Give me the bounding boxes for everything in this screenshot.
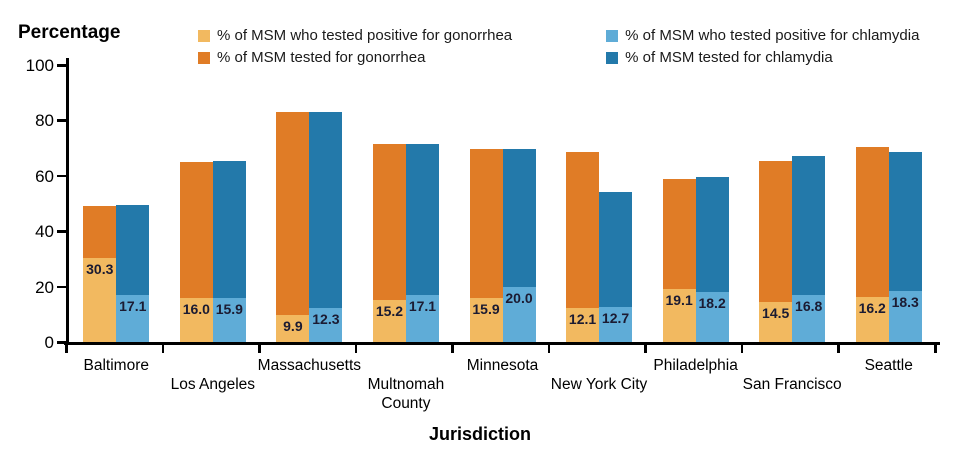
value-label-chlamydia-positive: 15.9 (215, 300, 243, 317)
value-label-gonorrhea-positive: 30.3 (86, 261, 114, 278)
y-tick-mark (57, 230, 66, 233)
bar-gonorrhea-positive (469, 297, 503, 342)
legend-item: % of MSM tested for gonorrhea (198, 49, 512, 67)
x-tick-mark (354, 345, 358, 353)
x-tick-label: Minnesota (466, 357, 539, 374)
bar-chlamydia-positive (502, 286, 536, 342)
x-tick-mark (740, 345, 744, 353)
x-tick-label: Massachusetts (257, 357, 362, 374)
y-tick-label: 40 (35, 222, 54, 242)
value-label-gonorrhea-positive: 15.2 (375, 302, 404, 319)
value-label-chlamydia-positive: 16.8 (795, 298, 823, 315)
legend-column: % of MSM who tested positive for gonorrh… (198, 27, 512, 67)
y-tick-label: 0 (44, 333, 54, 352)
x-tick-label: Baltimore (83, 357, 149, 374)
value-label-chlamydia-positive: 12.7 (601, 309, 630, 326)
x-tick-mark (451, 345, 454, 353)
value-label-gonorrhea-positive: 9.9 (283, 317, 303, 334)
gonorrhea-positive-swatch-icon (198, 30, 210, 42)
y-tick-label: 100 (25, 56, 54, 75)
y-tick-mark (57, 341, 66, 344)
x-axis-line (64, 342, 940, 345)
bar-chlamydia-positive (599, 306, 633, 342)
bar-chlamydia-positive (792, 295, 826, 342)
x-tick-mark (65, 345, 68, 353)
value-label-chlamydia-positive: 18.3 (891, 294, 919, 311)
legend-label: % of MSM tested for chlamydia (625, 49, 833, 66)
x-tick-label: Multnomah County (367, 376, 445, 413)
value-label-gonorrhea-positive: 14.5 (762, 304, 790, 321)
value-label-chlamydia-positive: 17.1 (408, 297, 437, 314)
bar-gonorrhea-positive (566, 308, 600, 342)
legend-label: % of MSM tested for gonorrhea (217, 49, 426, 66)
x-tick-mark (934, 345, 937, 353)
y-axis-line (66, 58, 69, 344)
legend-column: % of MSM who tested positive for chlamyd… (606, 27, 919, 67)
x-tick-label: San Francisco (742, 376, 842, 393)
x-tick-mark (547, 345, 551, 353)
value-label-chlamydia-positive: 12.3 (312, 310, 340, 327)
bar-chlamydia-positive (695, 291, 729, 342)
x-tick-mark (161, 345, 165, 353)
y-tick-label: 80 (35, 111, 54, 131)
y-tick-mark (57, 285, 66, 289)
x-tick-label: Seattle (864, 357, 913, 374)
chart-legend: % of MSM who tested positive for gonorrh… (198, 27, 938, 67)
value-label-gonorrhea-positive: 19.1 (665, 292, 693, 309)
value-label-gonorrhea-positive: 16.2 (858, 300, 886, 317)
x-tick-label: Los Angeles (170, 376, 256, 393)
chlamydia-positive-swatch-icon (606, 30, 619, 42)
bar-gonorrhea-positive (662, 289, 696, 342)
y-tick-mark (57, 64, 66, 67)
value-label-chlamydia-positive: 17.1 (119, 297, 147, 314)
value-label-gonorrhea-positive: 12.1 (568, 311, 597, 328)
bar-chlamydia-positive (888, 291, 922, 342)
legend-item: % of MSM who tested positive for gonorrh… (198, 27, 512, 45)
legend-item: % of MSM tested for chlamydia (606, 49, 919, 67)
bar-gonorrhea-positive (83, 258, 117, 342)
x-tick-mark (258, 345, 261, 353)
x-tick-label: Philadelphia (653, 357, 738, 374)
y-tick-mark (57, 119, 66, 122)
value-label-gonorrhea-positive: 16.0 (182, 300, 210, 317)
x-axis-title: Jurisdiction (428, 424, 531, 444)
legend-label: % of MSM who tested positive for gonorrh… (217, 27, 513, 44)
y-axis-title: Percentage (18, 22, 121, 43)
bar-chlamydia-positive (309, 307, 343, 342)
value-label-gonorrhea-positive: 15.9 (472, 300, 500, 317)
legend-label: % of MSM who tested positive for chlamyd… (625, 27, 920, 44)
bar-gonorrhea-positive (855, 297, 889, 342)
gonorrhea-tested-swatch-icon (198, 52, 210, 64)
bar-gonorrhea-positive (759, 301, 793, 342)
bar-chlamydia-positive (212, 297, 246, 342)
y-tick-label: 20 (35, 277, 54, 297)
legend-item: % of MSM who tested positive for chlamyd… (606, 27, 919, 45)
chlamydia-tested-swatch-icon (606, 52, 619, 64)
bar-gonorrhea-positive (372, 299, 406, 342)
bar-gonorrhea-positive (276, 314, 310, 342)
y-tick-label: 60 (35, 166, 54, 186)
bar-gonorrhea-positive (179, 297, 213, 342)
value-label-chlamydia-positive: 18.2 (698, 294, 726, 311)
x-tick-mark (644, 345, 647, 353)
bar-chlamydia-tested (309, 112, 343, 342)
y-tick-mark (57, 174, 66, 178)
x-tick-mark (837, 345, 840, 353)
value-label-chlamydia-positive: 20.0 (505, 289, 533, 306)
bar-chlamydia-positive (405, 294, 439, 342)
x-tick-label: New York City (550, 376, 648, 393)
bar-chlamydia-positive (116, 294, 150, 342)
bar-gonorrhea-tested (276, 112, 310, 342)
